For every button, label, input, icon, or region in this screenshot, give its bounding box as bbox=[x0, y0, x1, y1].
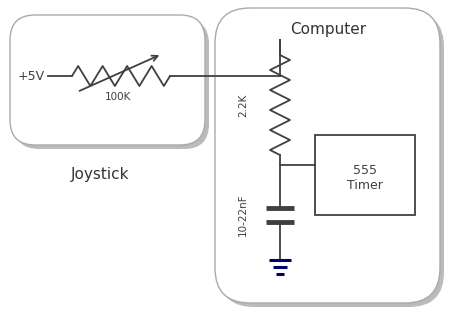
Text: Joystick: Joystick bbox=[71, 168, 129, 182]
FancyBboxPatch shape bbox=[219, 12, 443, 307]
FancyBboxPatch shape bbox=[215, 8, 439, 303]
Text: 555
Timer: 555 Timer bbox=[346, 164, 382, 192]
FancyBboxPatch shape bbox=[10, 15, 205, 145]
Text: +5V: +5V bbox=[18, 69, 45, 82]
Text: 10-22nF: 10-22nF bbox=[238, 194, 248, 236]
FancyBboxPatch shape bbox=[14, 19, 208, 149]
Text: Computer: Computer bbox=[289, 22, 365, 37]
Text: 2.2K: 2.2K bbox=[238, 93, 248, 117]
Text: 100K: 100K bbox=[105, 92, 131, 102]
Bar bbox=[314, 135, 414, 215]
